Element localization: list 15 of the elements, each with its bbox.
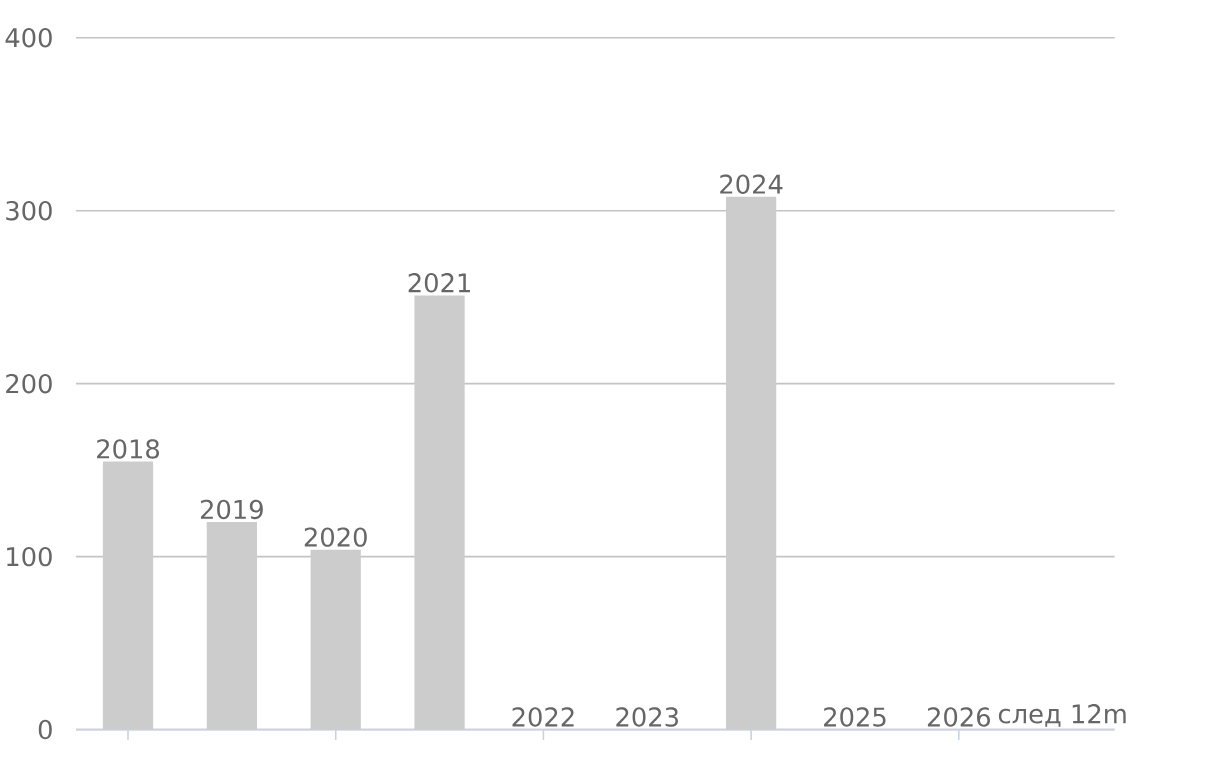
- x-tick-label: след 12m: [998, 704, 1126, 727]
- y-tick-label: 100: [7, 547, 52, 567]
- x-tick-label: 2022: [512, 707, 574, 727]
- y-tick-label: 0: [38, 719, 52, 740]
- x-tick-label: 2020: [304, 527, 367, 547]
- x-tick-label: 2026: [927, 707, 990, 727]
- y-tick-label: 300: [6, 201, 52, 221]
- x-tick-label: 2024: [720, 174, 783, 195]
- y-tick-label: 400: [5, 28, 52, 48]
- x-tick-label: 2018: [97, 439, 160, 459]
- x-tick-label: 2019: [200, 499, 263, 520]
- x-tick-label: 2025: [824, 707, 886, 727]
- x-tick-label: 2021: [408, 273, 470, 293]
- x-tick-label: 2023: [616, 707, 678, 727]
- y-tick-label: 200: [6, 374, 52, 394]
